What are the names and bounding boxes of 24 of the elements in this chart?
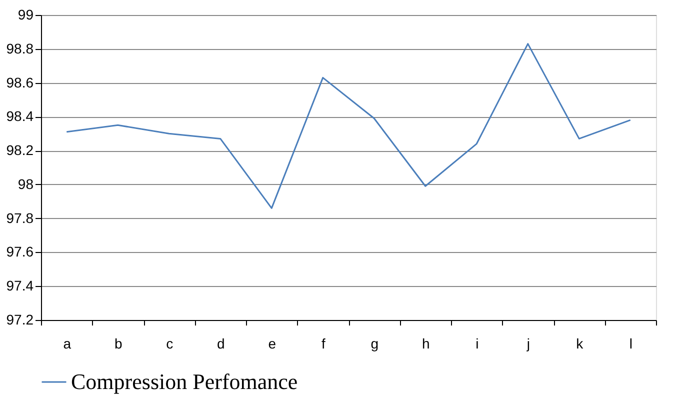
line-series [66, 43, 632, 209]
y-tick-label: 98 [18, 176, 34, 192]
x-tick-label: b [114, 336, 122, 352]
x-tick-label: l [629, 336, 632, 352]
y-tick-label: 98.4 [6, 108, 34, 124]
x-tick-label: k [576, 336, 584, 352]
y-tick-label: 97.6 [6, 244, 34, 260]
x-tick-label: h [422, 336, 430, 352]
x-tick-label: a [63, 336, 72, 352]
x-tick-label: d [216, 336, 225, 352]
y-tick-label: 98.8 [6, 40, 34, 56]
y-tick-label: 98.6 [6, 74, 34, 90]
x-tick-label: f [321, 336, 326, 352]
y-tick-label: 97.8 [6, 210, 34, 226]
y-tick-label: 98.2 [6, 142, 34, 158]
legend-label: Compression Perfomance [71, 369, 298, 394]
y-tick-label: 97.4 [6, 278, 34, 294]
x-tick-label: j [526, 336, 530, 352]
y-tick-label: 97.2 [6, 312, 34, 328]
y-tick-label: 99 [18, 6, 34, 22]
x-tick-label: e [268, 336, 276, 352]
x-tick-label: c [166, 336, 174, 352]
x-tick-label: g [370, 336, 379, 352]
x-tick-label: i [476, 336, 479, 352]
